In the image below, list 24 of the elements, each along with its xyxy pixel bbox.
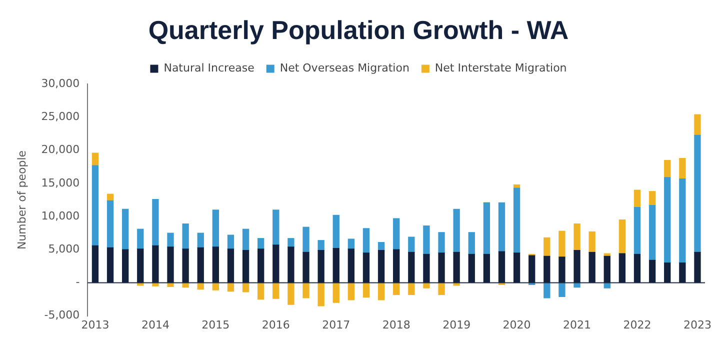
- x-tick-label: 2017: [322, 318, 350, 332]
- chart-title: Quarterly Population Growth - WA: [148, 14, 569, 45]
- y-tick-label: 30,000: [41, 77, 80, 90]
- x-tick-label: 2015: [202, 318, 230, 332]
- y-tick-label: 25,000: [41, 110, 80, 124]
- y-tick-label: 10,000: [41, 209, 80, 222]
- y-axis-title: Number of people: [15, 150, 28, 250]
- y-tick-label: 15,000: [41, 176, 80, 190]
- legend-label: Net Interstate Migration: [434, 62, 567, 75]
- y-tick-label: -: [76, 276, 80, 289]
- legend-label: Net Overseas Migration: [280, 62, 410, 75]
- x-tick-label: 2021: [563, 318, 592, 332]
- x-tick-label: 2023: [683, 318, 712, 332]
- x-tick-label: 2019: [442, 318, 471, 332]
- x-tick-label: 2013: [81, 318, 110, 332]
- y-tick-label: 20,000: [41, 143, 80, 156]
- y-tick-label: 5,000: [48, 242, 80, 256]
- x-tick-label: 2022: [623, 318, 652, 332]
- x-tick-label: 2016: [262, 318, 290, 332]
- y-tick-label: -5,000: [44, 308, 80, 322]
- x-tick-label: 2020: [502, 318, 531, 332]
- x-tick-label: 2014: [141, 318, 170, 332]
- x-tick-label: 2018: [382, 318, 410, 332]
- legend-label: Natural Increase: [164, 62, 255, 75]
